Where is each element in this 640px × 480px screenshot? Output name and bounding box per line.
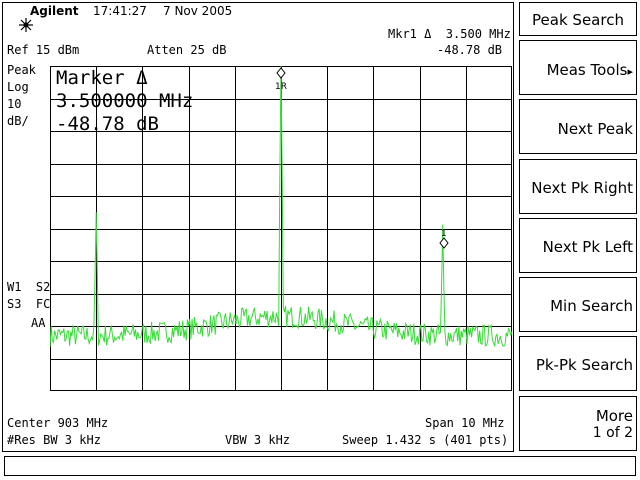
marker-readout-frequency: Mkr1 Δ 3.500 MHz — [388, 27, 511, 41]
frequency-span: Span 10 MHz — [425, 416, 505, 430]
next-pk-right-label: Next Pk Right — [531, 179, 633, 197]
video-bandwidth: VBW 3 kHz — [225, 433, 291, 447]
more-label: More — [595, 407, 633, 425]
next-pk-right-button[interactable]: Next Pk Right — [519, 159, 637, 214]
reference-marker-icon — [276, 67, 286, 79]
spectrum-plot: 1R 1 — [50, 66, 512, 391]
sweep-time: Sweep 1.432 s (401 pts) — [342, 433, 509, 447]
marker-delta-amplitude: -48.78 dB — [56, 113, 159, 135]
clock-time: 17:41:27 — [93, 4, 147, 18]
clock-date: 7 Nov 2005 — [163, 4, 233, 18]
pk-pk-search-label: Pk-Pk Search — [535, 356, 633, 374]
reference-marker-label: 1R — [275, 82, 287, 92]
delta-marker-label: 1 — [441, 229, 447, 239]
min-search-button[interactable]: Min Search — [519, 277, 637, 332]
scale-type: Log — [7, 80, 29, 94]
next-pk-left-button[interactable]: Next Pk Left — [519, 218, 637, 273]
status-message-bar — [4, 456, 636, 476]
delta-marker-icon — [439, 237, 449, 249]
display-frame — [2, 2, 514, 452]
spectrum-trace — [50, 66, 512, 348]
attenuation: Atten 25 dB — [147, 43, 227, 57]
marker-delta-frequency: 3.500000 MHz — [56, 90, 194, 112]
scale-value: 10 — [7, 97, 22, 111]
trace-status-w1-s2: W1 S2 — [7, 280, 51, 294]
agilent-logo-icon — [5, 4, 34, 32]
meas-tools-label: Meas Tools▸ — [546, 61, 633, 79]
next-pk-left-label: Next Pk Left — [542, 238, 633, 256]
more-page-indicator: 1 of 2 — [592, 425, 633, 441]
marker-delta-title: Marker Δ — [56, 67, 148, 89]
center-frequency: Center 903 MHz — [7, 416, 109, 430]
resolution-bandwidth: #Res BW 3 kHz — [7, 433, 101, 447]
trace-status-s3-fc: S3 FC — [7, 297, 51, 311]
detector-mode: Peak — [7, 63, 36, 77]
marker-readout-amplitude: -48.78 dB — [437, 43, 503, 57]
submenu-arrow-icon: ▸ — [627, 65, 633, 78]
reference-level: Ref 15 dBm — [7, 43, 80, 57]
next-peak-button[interactable]: Next Peak — [519, 99, 637, 154]
more-button[interactable]: More 1 of 2 — [519, 396, 637, 451]
softkey-menu-title: Peak Search — [519, 2, 637, 36]
brand-name: Agilent — [30, 4, 79, 18]
next-peak-label: Next Peak — [557, 120, 633, 138]
trace-status-aa: AA — [31, 316, 46, 330]
softkey-menu-title-label: Peak Search — [532, 11, 624, 29]
plot-grid — [50, 66, 512, 391]
min-search-label: Min Search — [550, 297, 633, 315]
meas-tools-button[interactable]: Meas Tools▸ — [519, 40, 637, 95]
scale-unit: dB/ — [7, 114, 29, 128]
pk-pk-search-button[interactable]: Pk-Pk Search — [519, 336, 637, 391]
